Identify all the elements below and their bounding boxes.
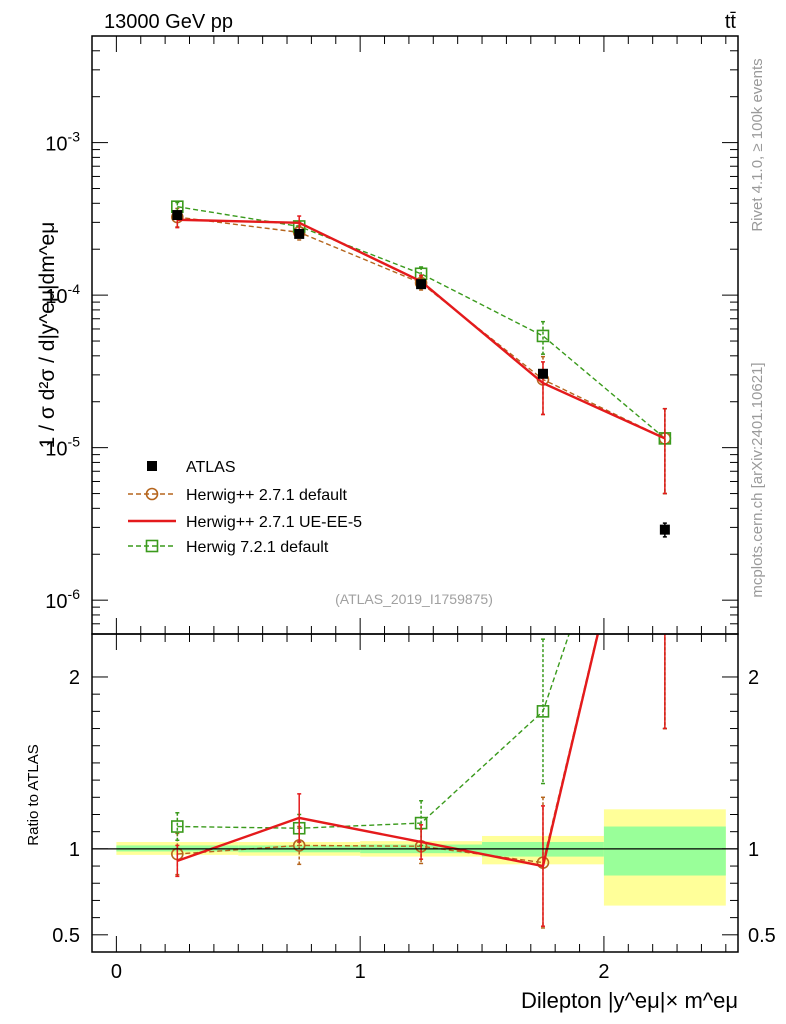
ratio-tick-label: 0.5 <box>52 925 80 947</box>
ratio-line-herwig-7-2-1-default <box>177 634 570 829</box>
ratio-plot-axes: 0 1 2 0.5 0.5 1 1 2 2 <box>52 633 776 983</box>
atlas-data-point <box>537 368 548 379</box>
y-tick-label: 10-5 <box>45 434 80 461</box>
process-label: tt̄ <box>725 11 737 33</box>
legend-label: ATLAS <box>186 459 236 476</box>
ratio-axis-label: Ratio to ATLAS <box>25 744 42 845</box>
ratio-tick-label: 1 <box>69 839 80 861</box>
y-tick-label: 10-3 <box>45 129 80 156</box>
ratio-point <box>659 345 670 356</box>
y-axis-label: 1 / σ d²σ / d|y^eμ|dm^eμ <box>36 222 59 449</box>
legend: ATLAS Herwig++ 2.7.1 default Herwig++ 2.7.… <box>128 459 362 556</box>
ratio-tick-label: 2 <box>69 667 80 689</box>
legend-label: Herwig++ 2.7.1 default <box>186 487 348 504</box>
rivet-version-label: Rivet 4.1.0, ≥ 100k events <box>749 58 766 231</box>
ratio-line-herwig-2-7-1-ue-ee-5 <box>176 634 600 868</box>
x-axis-label: Dilepton |y^eμ|× m^eμ <box>521 988 738 1013</box>
atlas-data-point <box>659 524 670 535</box>
x-tick-label: 0 <box>111 961 122 983</box>
main-plot-data <box>171 200 672 538</box>
legend-marker <box>145 487 159 501</box>
ratio-tick-label: 2 <box>748 667 759 689</box>
x-tick-label: 1 <box>355 961 366 983</box>
analysis-watermark: (ATLAS_2019_I1759875) <box>335 591 493 607</box>
mcplots-label: mcplots.cern.ch [arXiv:2401.10621] <box>749 362 766 597</box>
x-tick-label: 2 <box>598 961 609 983</box>
atlas-data-point <box>294 228 305 239</box>
y-tick-label: 10-6 <box>45 586 80 613</box>
ratio-plot-data <box>171 345 670 929</box>
ratio-point <box>536 705 550 718</box>
ratio-band-green <box>603 826 726 876</box>
ratio-point <box>659 345 670 356</box>
legend-label: Herwig++ 2.7.1 UE-EE-5 <box>186 514 362 531</box>
legend-marker <box>145 539 159 553</box>
energy-label: 13000 GeV pp <box>104 11 233 33</box>
ratio-tick-label: 0.5 <box>748 925 776 947</box>
series-line-herwig-7-2-1-default <box>177 206 666 439</box>
atlas-data-point <box>172 210 183 221</box>
ratio-point <box>171 820 184 833</box>
ratio-tick-label: 1 <box>748 839 759 861</box>
ratio-plot-frame <box>91 633 739 953</box>
series-line-herwig-2-7-1-ue-ee-5 <box>177 218 666 440</box>
main-plot-axes: 10-610-510-410-3 <box>45 35 739 635</box>
legend-label: Herwig 7.2.1 default <box>186 539 329 556</box>
series-line-herwig-2-7-1-default <box>177 216 666 440</box>
data-point <box>536 329 550 343</box>
legend-marker <box>147 461 157 471</box>
atlas-data-point <box>416 279 427 290</box>
